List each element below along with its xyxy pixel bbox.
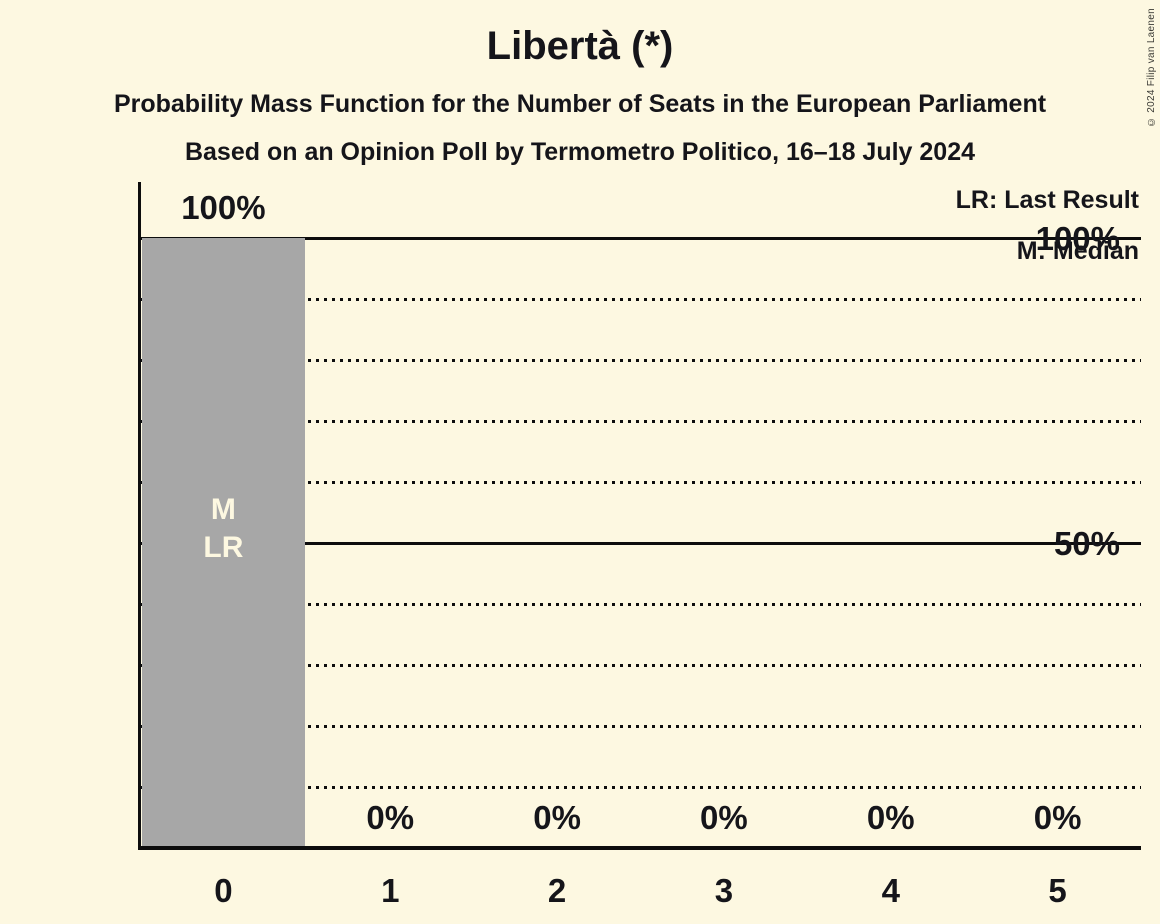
- median-last-result-markers: M LR: [203, 491, 243, 567]
- gridline-dotted-10pct: [140, 785, 1141, 789]
- gridline-dotted-80pct: [140, 358, 1141, 362]
- bar-value-label-seats-1: 0%: [366, 798, 415, 836]
- gridline-dotted-60pct: [140, 480, 1141, 484]
- bar-value-label-seats-4: 0%: [866, 798, 915, 836]
- gridline-dotted-30pct: [140, 663, 1141, 667]
- bar-seats-0: [141, 238, 306, 848]
- gridline-solid-50pct: [140, 541, 1141, 545]
- y-axis-line: [138, 182, 141, 850]
- gridline-solid-100pct: [140, 236, 1141, 240]
- chart-title: Libertà (*): [486, 24, 674, 68]
- x-tick-label-0: 0: [214, 871, 233, 909]
- bar-value-label-seats-5: 0%: [1033, 798, 1082, 836]
- legend-median: M: Median: [1016, 237, 1139, 265]
- x-tick-label-1: 1: [381, 871, 400, 909]
- legend-last-result: LR: Last Result: [955, 186, 1139, 214]
- x-tick-label-5: 5: [1048, 871, 1067, 909]
- bar-value-label-seats-2: 0%: [533, 798, 581, 836]
- x-tick-label-3: 3: [714, 871, 734, 909]
- copyright-notice: © 2024 Filip van Laenen: [1146, 8, 1157, 128]
- gridline-dotted-40pct: [140, 602, 1141, 606]
- x-axis-line: [138, 846, 1141, 850]
- gridline-dotted-70pct: [140, 419, 1141, 423]
- chart-source-line: Based on an Opinion Poll by Termometro P…: [184, 138, 976, 166]
- last-result-marker: LR: [203, 531, 244, 564]
- gridline-dotted-90pct: [140, 297, 1141, 301]
- y-tick-label-50pct: 50%: [1053, 524, 1120, 562]
- x-tick-label-2: 2: [547, 871, 567, 909]
- x-tick-label-4: 4: [881, 871, 900, 909]
- y-tick-label-100pct: 100%: [1035, 219, 1120, 257]
- chart-subtitle: Probability Mass Function for the Number…: [113, 90, 1047, 118]
- median-marker: M: [210, 493, 236, 526]
- bar-value-label-seats-0: 100%: [181, 188, 266, 226]
- gridline-dotted-20pct: [140, 724, 1141, 728]
- bar-value-label-seats-3: 0%: [700, 798, 748, 836]
